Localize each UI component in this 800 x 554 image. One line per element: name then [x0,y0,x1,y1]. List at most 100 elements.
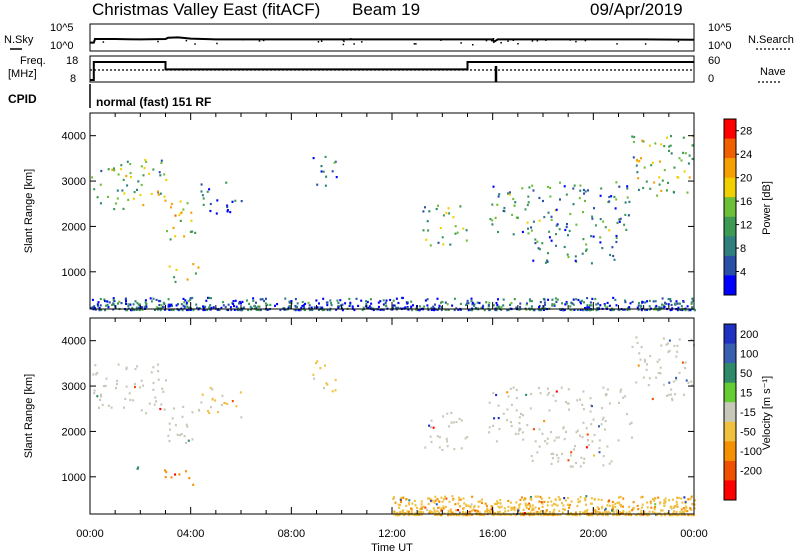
scatter-cell [655,376,658,379]
scatter-cell [405,504,408,507]
scatter-cell [586,304,589,307]
scatter-cell [216,308,219,311]
scatter-cell [526,424,529,427]
scatter-cell [177,308,180,311]
scatter-cell [187,300,190,303]
scatter-cell [610,195,613,198]
scatter-cell [259,308,262,311]
scatter-cell [159,192,162,195]
scatter-cell [673,344,676,347]
scatter-cell [562,426,565,429]
scatter-cell [96,395,99,398]
scatter-cell [563,245,566,249]
scatter-cell [453,448,456,451]
scatter-cell [539,495,542,499]
scatter-cell [524,208,527,211]
scatter-cell [185,303,188,306]
scatter-cell [506,391,509,394]
scatter-cell [91,176,94,179]
scatter-cell [561,302,563,305]
scatter-cell [669,309,672,312]
scatter-cell [143,305,146,308]
scatter-cell [608,499,611,502]
scatter-cell [581,252,584,255]
colorbar-frame [723,323,737,501]
scatter-cell [575,298,578,301]
scatter-cell [609,512,611,515]
scatter-cell [690,508,693,511]
scatter-cell [293,308,296,311]
n-sky-label: N.Sky [4,34,34,46]
scatter-cell [552,513,555,517]
scatter-cell [592,418,595,421]
scatter-cell [140,183,143,187]
scatter-cell [185,470,187,473]
scatter-cell [304,308,306,312]
scatter-cell [162,301,165,304]
scatter-cell [598,425,600,428]
scatter-cell [162,305,165,309]
scatter-cell [640,346,643,349]
scatter-cell [95,373,98,376]
scatter-cell [538,507,540,510]
scatter-cell [632,156,635,159]
scatter-cell [678,157,681,160]
scatter-cell [529,299,532,303]
scatter-cell [667,303,670,306]
scatter-cell [152,381,155,385]
scatter-cell [572,298,575,301]
scatter-cell [186,425,189,428]
scatter-cell [553,303,556,306]
noise-search-dot [415,43,417,45]
scatter-cell [546,259,548,262]
scatter-cell [210,297,212,300]
scatter-cell [192,309,195,312]
scatter-cell [221,394,224,397]
scatter-cell [591,297,594,300]
scatter-cell [464,437,467,440]
scatter-cell [493,417,496,420]
scatter-cell [399,307,402,310]
scatter-cell [539,392,542,395]
scatter-cell [308,304,311,307]
scatter-cell [513,506,516,509]
scatter-cell [556,223,559,226]
scatter-cell [649,144,651,147]
scatter-cell [447,514,449,517]
scatter-cell [685,379,688,382]
scatter-cell [437,506,440,510]
scatter-cell [144,158,147,161]
scatter-cell [602,464,605,467]
scatter-cell [515,216,518,219]
scatter-cell [635,381,638,384]
scatter-cell [608,200,611,203]
scatter-cell [112,297,115,300]
scatter-cell [548,409,551,412]
scatter-cell [115,382,118,386]
scatter-cell [229,306,232,309]
scatter-cell [526,221,529,224]
scatter-cell [174,214,177,217]
scatter-cell [624,299,627,302]
scatter-cell [631,345,634,348]
scatter-cell [368,305,371,308]
scatter-cell [550,218,553,221]
scatter-cell [602,220,605,223]
scatter-cell [600,423,603,426]
colorbar-segment [724,363,736,384]
scatter-cell [521,512,524,515]
scatter-cell [514,513,517,517]
scatter-cell [550,215,553,218]
scatter-cell [234,299,237,302]
scatter-cell [114,306,117,309]
scatter-cell [684,361,687,364]
scatter-cell [643,358,646,361]
scatter-cell [617,501,620,504]
scatter-cell [605,511,608,514]
scatter-cell [436,498,439,501]
scatter-cell [166,230,168,233]
scatter-cell [294,298,297,301]
scatter-cell [606,305,609,308]
scatter-cell [563,185,566,188]
